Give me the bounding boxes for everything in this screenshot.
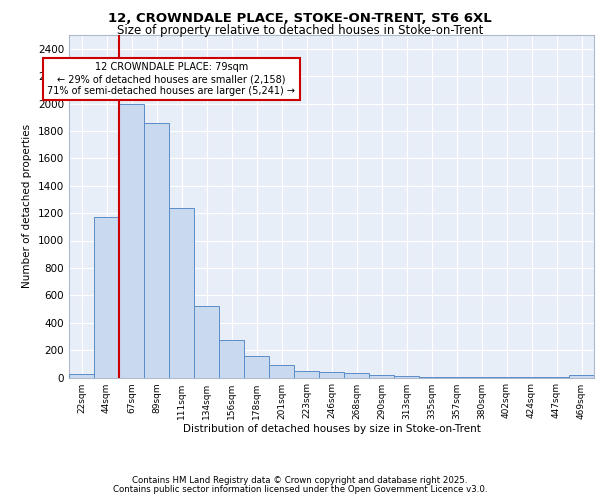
Bar xyxy=(219,340,244,378)
Bar xyxy=(469,377,494,378)
X-axis label: Distribution of detached houses by size in Stoke-on-Trent: Distribution of detached houses by size … xyxy=(182,424,481,434)
Text: Size of property relative to detached houses in Stoke-on-Trent: Size of property relative to detached ho… xyxy=(117,24,483,37)
Bar xyxy=(194,306,219,378)
Bar xyxy=(269,365,294,378)
Bar xyxy=(94,217,119,378)
Text: 12, CROWNDALE PLACE, STOKE-ON-TRENT, ST6 6XL: 12, CROWNDALE PLACE, STOKE-ON-TRENT, ST6… xyxy=(108,12,492,26)
Bar xyxy=(144,122,169,378)
Bar xyxy=(119,104,144,378)
Bar xyxy=(319,372,344,378)
Text: Contains HM Land Registry data © Crown copyright and database right 2025.: Contains HM Land Registry data © Crown c… xyxy=(132,476,468,485)
Bar xyxy=(394,376,419,378)
Bar xyxy=(444,377,469,378)
Y-axis label: Number of detached properties: Number of detached properties xyxy=(22,124,32,288)
Bar xyxy=(369,375,394,378)
Bar xyxy=(344,372,369,378)
Bar xyxy=(69,374,94,378)
Bar xyxy=(244,356,269,378)
Text: 12 CROWNDALE PLACE: 79sqm
← 29% of detached houses are smaller (2,158)
71% of se: 12 CROWNDALE PLACE: 79sqm ← 29% of detac… xyxy=(47,62,295,96)
Text: Contains public sector information licensed under the Open Government Licence v3: Contains public sector information licen… xyxy=(113,484,487,494)
Bar xyxy=(169,208,194,378)
Bar xyxy=(569,376,594,378)
Bar xyxy=(294,372,319,378)
Bar xyxy=(419,377,444,378)
